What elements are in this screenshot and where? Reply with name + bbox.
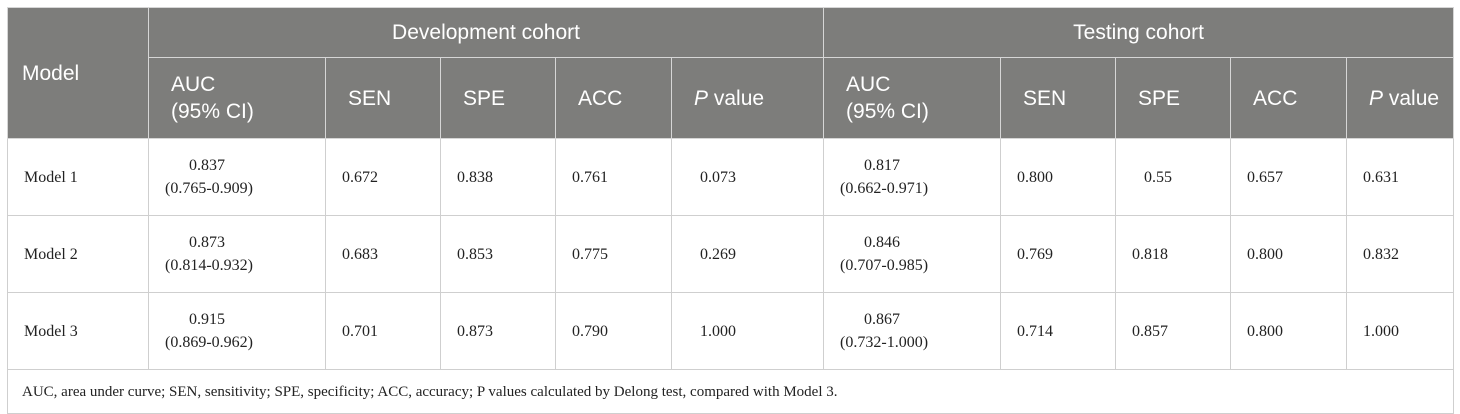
auc-ci: (0.765-0.909)	[165, 180, 253, 197]
table-footnote: AUC, area under curve; SEN, sensitivity;…	[6, 369, 1455, 414]
cell-dev-auc: 0.873 (0.814-0.932)	[148, 215, 326, 293]
header-auc-line2: (95% CI)	[171, 100, 254, 123]
table-header: Model Development cohort Testing cohort …	[7, 7, 1455, 139]
header-testing-cohort: Testing cohort	[823, 7, 1455, 58]
cell-dev-sen: 0.672	[325, 138, 441, 216]
header-test-acc: ACC	[1230, 57, 1348, 139]
results-table-container: Model Development cohort Testing cohort …	[6, 7, 1455, 414]
header-p-italic: P	[1369, 86, 1384, 110]
header-auc-line1: AUC	[171, 73, 216, 96]
header-p-rest: value	[1383, 86, 1440, 110]
auc-value: 0.846	[864, 234, 901, 251]
header-dev-p: P value	[670, 57, 825, 139]
header-test-p: P value	[1346, 57, 1455, 139]
cell-test-p: 1.000	[1346, 292, 1455, 370]
auc-value: 0.817	[864, 157, 901, 174]
header-row-groups: Model Development cohort Testing cohort	[7, 7, 1455, 139]
cell-dev-spe: 0.873	[440, 292, 556, 370]
cell-test-sen: 0.769	[1000, 215, 1117, 293]
auc-value: 0.915	[189, 311, 225, 328]
cell-dev-auc: 0.837 (0.765-0.909)	[148, 138, 326, 216]
cell-model: Model 1	[7, 138, 149, 216]
cell-model: Model 2	[7, 215, 149, 293]
header-development-cohort: Development cohort	[147, 7, 825, 58]
header-dev-spe: SPE	[440, 57, 556, 139]
auc-ci: (0.814-0.932)	[165, 257, 253, 274]
cell-test-sen: 0.714	[1000, 292, 1117, 370]
cell-test-spe: 0.818	[1115, 215, 1232, 293]
cell-test-auc: 0.817 (0.662-0.971)	[823, 138, 1002, 216]
header-dev-acc: ACC	[555, 57, 672, 139]
header-test-sen: SEN	[1000, 57, 1117, 139]
header-p-rest: value	[708, 86, 765, 110]
header-p-italic: P	[694, 86, 709, 110]
table-body: Model 1 0.837 (0.765-0.909) 0.672 0.838 0…	[6, 138, 1455, 414]
header-test-auc: AUC (95% CI)	[823, 57, 1002, 139]
cell-dev-p: 0.269	[670, 215, 825, 293]
cell-test-spe: 0.55	[1115, 138, 1232, 216]
table-row: Model 3 0.915 (0.869-0.962) 0.701 0.873 0…	[7, 292, 1455, 370]
auc-value: 0.837	[189, 157, 225, 174]
cell-dev-spe: 0.853	[440, 215, 556, 293]
cell-dev-spe: 0.838	[440, 138, 556, 216]
auc-value: 0.867	[864, 311, 901, 328]
auc-ci: (0.869-0.962)	[165, 334, 253, 351]
cell-dev-sen: 0.683	[325, 215, 441, 293]
footnote-row: AUC, area under curve; SEN, sensitivity;…	[6, 369, 1455, 414]
cell-dev-acc: 0.790	[555, 292, 672, 370]
auc-value: 0.873	[189, 234, 225, 251]
cell-test-acc: 0.657	[1230, 138, 1348, 216]
header-row-metrics: AUC (95% CI) SEN SPE ACC P value AUC (95% …	[8, 57, 1455, 139]
table-row: Model 2 0.873 (0.814-0.932) 0.683 0.853 0…	[7, 215, 1455, 293]
header-model: Model	[7, 7, 149, 139]
header-test-spe: SPE	[1115, 57, 1232, 139]
cell-test-auc: 0.867 (0.732-1.000)	[823, 292, 1002, 370]
header-dev-auc: AUC (95% CI)	[148, 57, 326, 139]
cell-dev-acc: 0.775	[555, 215, 672, 293]
cell-test-sen: 0.800	[1000, 138, 1117, 216]
cell-dev-p: 1.000	[670, 292, 825, 370]
auc-ci: (0.707-0.985)	[840, 257, 929, 274]
cell-test-acc: 0.800	[1230, 215, 1348, 293]
cell-dev-sen: 0.701	[325, 292, 441, 370]
cell-test-acc: 0.800	[1230, 292, 1348, 370]
cell-dev-p: 0.073	[670, 138, 825, 216]
header-auc-line1: AUC	[846, 73, 891, 96]
auc-ci: (0.662-0.971)	[840, 180, 929, 197]
cell-dev-auc: 0.915 (0.869-0.962)	[148, 292, 326, 370]
table-row: Model 1 0.837 (0.765-0.909) 0.672 0.838 0…	[7, 138, 1455, 216]
header-dev-sen: SEN	[325, 57, 441, 139]
cell-test-spe: 0.857	[1115, 292, 1232, 370]
cell-test-auc: 0.846 (0.707-0.985)	[823, 215, 1002, 293]
cell-test-p: 0.631	[1346, 138, 1455, 216]
auc-ci: (0.732-1.000)	[840, 334, 929, 351]
cell-test-p: 0.832	[1346, 215, 1455, 293]
results-table: Model Development cohort Testing cohort …	[6, 7, 1455, 414]
cell-dev-acc: 0.761	[555, 138, 672, 216]
header-auc-line2: (95% CI)	[846, 100, 929, 123]
cell-model: Model 3	[7, 292, 149, 370]
